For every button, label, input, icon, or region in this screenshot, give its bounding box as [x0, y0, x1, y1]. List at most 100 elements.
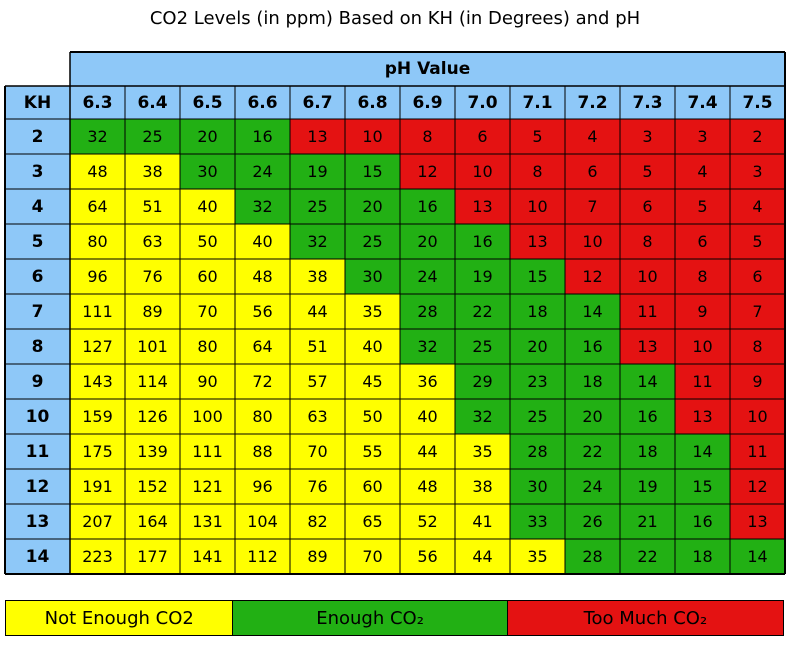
co2-value-cell: 20 — [345, 189, 400, 224]
co2-value-cell: 112 — [235, 539, 290, 574]
co2-value-cell: 13 — [620, 329, 675, 364]
co2-value-cell: 18 — [675, 539, 730, 574]
co2-value-cell: 11 — [675, 364, 730, 399]
ph-column-header: 6.8 — [345, 86, 400, 119]
co2-value-cell: 191 — [70, 469, 125, 504]
co2-value-cell: 114 — [125, 364, 180, 399]
co2-value-cell: 22 — [455, 294, 510, 329]
co2-value-cell: 6 — [455, 119, 510, 154]
co2-value-cell: 56 — [400, 539, 455, 574]
co2-value-cell: 8 — [400, 119, 455, 154]
ph-column-header: 7.4 — [675, 86, 730, 119]
co2-value-cell: 40 — [180, 189, 235, 224]
co2-value-cell: 32 — [400, 329, 455, 364]
co2-value-cell: 57 — [290, 364, 345, 399]
co2-value-cell: 104 — [235, 504, 290, 539]
co2-value-cell: 24 — [235, 154, 290, 189]
ph-column-header: 7.2 — [565, 86, 620, 119]
co2-value-cell: 41 — [455, 504, 510, 539]
co2-value-cell: 6 — [565, 154, 620, 189]
co2-value-cell: 76 — [290, 469, 345, 504]
co2-value-cell: 223 — [70, 539, 125, 574]
kh-row-header: 7 — [5, 294, 70, 329]
co2-value-cell: 131 — [180, 504, 235, 539]
co2-value-cell: 175 — [70, 434, 125, 469]
kh-row-header: 6 — [5, 259, 70, 294]
co2-value-cell: 90 — [180, 364, 235, 399]
co2-value-cell: 19 — [290, 154, 345, 189]
co2-value-cell: 100 — [180, 399, 235, 434]
co2-value-cell: 52 — [400, 504, 455, 539]
ph-column-header: 6.7 — [290, 86, 345, 119]
co2-value-cell: 20 — [510, 329, 565, 364]
ph-column-header: 6.5 — [180, 86, 235, 119]
kh-row-header: 14 — [5, 539, 70, 574]
co2-value-cell: 70 — [345, 539, 400, 574]
co2-value-cell: 56 — [235, 294, 290, 329]
co2-value-cell: 80 — [235, 399, 290, 434]
co2-value-cell: 6 — [620, 189, 675, 224]
co2-value-cell: 70 — [290, 434, 345, 469]
co2-value-cell: 4 — [675, 154, 730, 189]
co2-value-cell: 10 — [675, 329, 730, 364]
co2-value-cell: 80 — [180, 329, 235, 364]
co2-value-cell: 16 — [675, 504, 730, 539]
co2-value-cell: 9 — [730, 364, 785, 399]
co2-value-cell: 24 — [400, 259, 455, 294]
co2-value-cell: 22 — [620, 539, 675, 574]
co2-value-cell: 40 — [345, 329, 400, 364]
co2-value-cell: 64 — [235, 329, 290, 364]
co2-value-cell: 22 — [565, 434, 620, 469]
kh-row-header: 5 — [5, 224, 70, 259]
co2-value-cell: 127 — [70, 329, 125, 364]
co2-value-cell: 88 — [235, 434, 290, 469]
co2-value-cell: 14 — [675, 434, 730, 469]
ph-column-header: 7.0 — [455, 86, 510, 119]
co2-value-cell: 3 — [730, 154, 785, 189]
co2-value-cell: 63 — [290, 399, 345, 434]
co2-value-cell: 11 — [620, 294, 675, 329]
co2-value-cell: 19 — [455, 259, 510, 294]
chart-title: CO2 Levels (in ppm) Based on KH (in Degr… — [149, 8, 641, 29]
ph-column-header: 7.5 — [730, 86, 785, 119]
co2-value-cell: 19 — [620, 469, 675, 504]
co2-value-cell: 25 — [125, 119, 180, 154]
co2-value-cell: 14 — [620, 364, 675, 399]
co2-value-cell: 18 — [510, 294, 565, 329]
co2-value-cell: 10 — [565, 224, 620, 259]
co2-value-cell: 20 — [180, 119, 235, 154]
co2-value-cell: 13 — [290, 119, 345, 154]
co2-value-cell: 26 — [565, 504, 620, 539]
co2-value-cell: 38 — [290, 259, 345, 294]
co2-value-cell: 32 — [290, 224, 345, 259]
kh-row-header: 3 — [5, 154, 70, 189]
co2-value-cell: 4 — [730, 189, 785, 224]
co2-value-cell: 164 — [125, 504, 180, 539]
ph-column-header: 6.3 — [70, 86, 125, 119]
co2-value-cell: 3 — [675, 119, 730, 154]
co2-value-cell: 38 — [125, 154, 180, 189]
co2-value-cell: 25 — [290, 189, 345, 224]
co2-value-cell: 16 — [620, 399, 675, 434]
ph-column-header: 7.1 — [510, 86, 565, 119]
co2-value-cell: 13 — [510, 224, 565, 259]
co2-value-cell: 16 — [400, 189, 455, 224]
co2-value-cell: 15 — [675, 469, 730, 504]
co2-value-cell: 121 — [180, 469, 235, 504]
co2-value-cell: 10 — [510, 189, 565, 224]
co2-value-cell: 8 — [675, 259, 730, 294]
co2-value-cell: 28 — [510, 434, 565, 469]
co2-value-cell: 18 — [565, 364, 620, 399]
co2-value-cell: 36 — [400, 364, 455, 399]
co2-value-cell: 18 — [620, 434, 675, 469]
co2-value-cell: 33 — [510, 504, 565, 539]
co2-value-cell: 44 — [290, 294, 345, 329]
co2-value-cell: 82 — [290, 504, 345, 539]
legend: Not Enough CO2 Enough CO₂ Too Much CO₂ — [5, 600, 784, 636]
legend-enough: Enough CO₂ — [233, 601, 508, 635]
co2-value-cell: 101 — [125, 329, 180, 364]
co2-value-cell: 5 — [620, 154, 675, 189]
co2-value-cell: 16 — [565, 329, 620, 364]
